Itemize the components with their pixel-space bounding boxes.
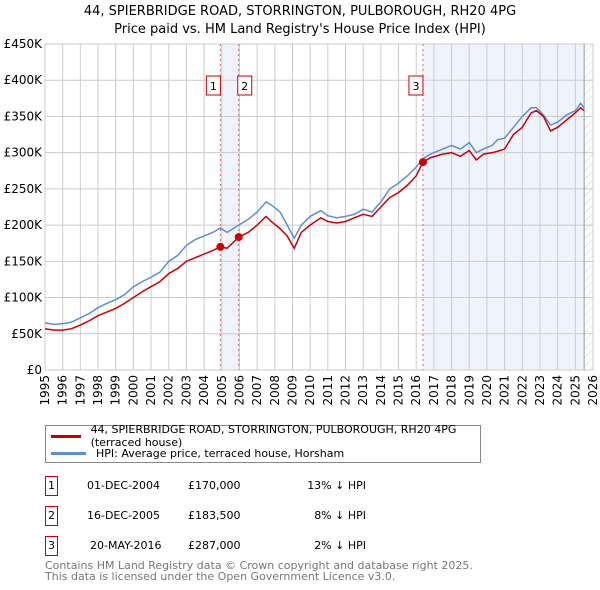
transaction-hpi: 8% ↓ HPI xyxy=(314,509,366,522)
price-chart: 1995 1996 1997 1998 1999 2000 2001 2002 2003 2004… xyxy=(4,37,600,406)
y-tick-label: £150K xyxy=(4,254,44,268)
sale-label-box xyxy=(205,75,221,96)
legend-hpi: HPI: Average price, terraced house, Hors… xyxy=(96,446,345,460)
transaction-price: £170,000 xyxy=(188,479,241,492)
x-tick-label: 2016 xyxy=(409,375,423,406)
footer-line1: Contains HM Land Registry data © Crown c… xyxy=(45,559,473,572)
x-tick-label: 2022 xyxy=(515,375,529,406)
x-tick-label: 2019 xyxy=(462,375,476,406)
sale-label: 3 xyxy=(412,80,419,93)
sale-point xyxy=(216,242,225,251)
x-tick-label: 2021 xyxy=(498,375,512,406)
transaction-hpi: 2% ↓ HPI xyxy=(314,539,366,552)
x-tick-label: 2003 xyxy=(179,375,193,406)
y-tick-label: £250K xyxy=(4,182,44,196)
x-tick-label: 2010 xyxy=(303,375,317,406)
x-tick-label: 2005 xyxy=(215,375,229,406)
x-tick-label: 2017 xyxy=(427,375,441,406)
x-tick-label: 2015 xyxy=(392,375,406,406)
y-tick-label: £400K xyxy=(4,73,44,87)
x-tick-label: 2006 xyxy=(232,375,246,406)
y-tick-label: £200K xyxy=(4,218,44,232)
x-tick-label: 2001 xyxy=(144,375,158,406)
x-tick-label: 1998 xyxy=(91,375,105,406)
x-tick-label: 2007 xyxy=(250,375,264,406)
x-tick-label: 1996 xyxy=(56,375,70,406)
x-tick-label: 2011 xyxy=(321,375,335,406)
shaded-period xyxy=(220,44,239,370)
transaction-date: 20-MAY-2016 xyxy=(90,539,162,552)
sale-point xyxy=(234,233,243,242)
sale-label-box xyxy=(237,75,253,96)
x-tick-label: 2002 xyxy=(162,375,176,406)
legend-property: 44, SPIERBRIDGE ROAD, STORRINGTON, PULBO… xyxy=(90,423,457,449)
footer: Contains HM Land Registry data © Crown c… xyxy=(45,560,473,582)
x-tick-label: 2014 xyxy=(374,375,388,406)
legend: 44, SPIERBRIDGE ROAD, STORRINGTON, PULBO… xyxy=(45,423,481,463)
y-tick-label: £350K xyxy=(4,109,44,123)
x-tick-label: 1999 xyxy=(109,375,123,406)
x-tick-label: 2026 xyxy=(586,375,600,406)
x-tick-label: 2000 xyxy=(126,375,140,406)
sale-label-box xyxy=(408,75,424,96)
legend-blue-line xyxy=(51,451,86,455)
x-tick-label: 2025 xyxy=(568,375,582,406)
y-tick-label: £450K xyxy=(4,37,44,51)
x-tick-label: 2012 xyxy=(339,375,353,406)
transaction-date: 16-DEC-2005 xyxy=(87,509,161,522)
x-tick-label: 2009 xyxy=(285,375,299,406)
transaction-marker: 3 xyxy=(45,536,58,556)
hpi-line xyxy=(44,102,585,326)
transaction-price: £183,500 xyxy=(188,509,241,522)
shaded-period xyxy=(422,44,585,370)
x-tick-label: 2024 xyxy=(551,375,565,406)
property-price-line xyxy=(44,106,585,331)
x-tick-label: 2018 xyxy=(445,375,459,406)
transaction-marker: 2 xyxy=(45,506,58,526)
footer-line2: This data is licensed under the Open Gov… xyxy=(45,570,396,583)
x-tick-label: 2023 xyxy=(533,375,547,406)
x-tick-label: 2004 xyxy=(197,375,211,406)
y-tick-label: £0 xyxy=(27,363,42,377)
transaction-date: 01-DEC-2004 xyxy=(87,479,161,492)
transaction-marker: 1 xyxy=(45,476,58,496)
y-tick-label: £100K xyxy=(4,291,44,305)
y-tick-label: £50K xyxy=(11,327,43,341)
sale-label: 1 xyxy=(210,80,217,93)
sale-point xyxy=(418,158,427,167)
legend-red-line xyxy=(51,434,81,438)
x-tick-label: 2013 xyxy=(356,375,370,406)
y-tick-label: £300K xyxy=(4,146,44,160)
sale-label: 2 xyxy=(241,80,248,93)
future-hatch xyxy=(584,44,593,370)
chart-subtitle: Price paid vs. HM Land Registry's House … xyxy=(114,22,486,37)
x-tick-label: 2008 xyxy=(268,375,282,406)
transaction-hpi: 13% ↓ HPI xyxy=(307,479,366,492)
x-tick-label: 2020 xyxy=(480,375,494,406)
x-tick-label: 1995 xyxy=(38,375,52,406)
chart-title: 44, SPIERBRIDGE ROAD, STORRINGTON, PULBO… xyxy=(83,4,517,19)
transaction-price: £287,000 xyxy=(188,539,241,552)
x-tick-label: 1997 xyxy=(73,375,87,406)
